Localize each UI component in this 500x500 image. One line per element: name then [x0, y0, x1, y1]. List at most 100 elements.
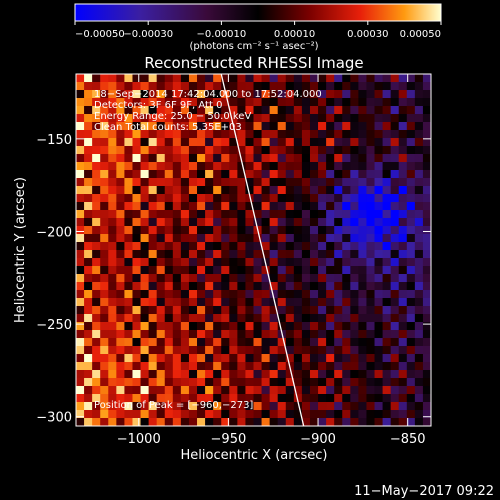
heatmap-cell: [398, 90, 408, 99]
heatmap-cell: [172, 138, 182, 147]
heatmap-cell: [172, 266, 182, 275]
heatmap-cell: [180, 210, 190, 219]
heatmap-cell: [374, 250, 384, 259]
heatmap-cell: [188, 378, 198, 387]
heatmap-cell: [84, 138, 93, 147]
heatmap-cell: [197, 250, 206, 259]
heatmap-cell: [261, 178, 271, 187]
heatmap-cell: [366, 282, 376, 291]
heatmap-cell: [342, 410, 351, 419]
heatmap-cell: [350, 82, 359, 91]
heatmap-cell: [334, 210, 343, 219]
heatmap-cell: [245, 98, 254, 107]
heatmap-cell: [390, 338, 400, 347]
heatmap-cell: [342, 210, 351, 219]
heatmap-cell: [422, 298, 431, 307]
heatmap-cell: [76, 338, 85, 347]
heatmap-cell: [116, 130, 125, 139]
heatmap-cell: [358, 154, 367, 163]
heatmap-cell: [334, 82, 343, 91]
heatmap-cell: [84, 306, 93, 315]
heatmap-cell: [245, 122, 254, 131]
heatmap-cell: [350, 106, 359, 115]
heatmap-cell: [414, 98, 424, 107]
heatmap-cell: [414, 418, 424, 426]
heatmap-cell: [285, 122, 295, 131]
heatmap-cell: [197, 354, 206, 363]
heatmap-cell: [180, 378, 190, 387]
heatmap-cell: [398, 378, 408, 387]
heatmap-cell: [172, 130, 182, 139]
heatmap-cell: [116, 74, 125, 83]
heatmap-cell: [140, 170, 150, 179]
heatmap-cell: [108, 314, 117, 323]
heatmap-cell: [237, 290, 246, 299]
heatmap-cell: [326, 290, 335, 299]
heatmap-cell: [261, 354, 271, 363]
heatmap-cell: [108, 338, 117, 347]
heatmap-cell: [108, 146, 117, 155]
heatmap-cell: [221, 98, 230, 107]
heatmap-cell: [285, 162, 295, 171]
heatmap-cell: [326, 402, 335, 411]
heatmap-cell: [326, 394, 335, 403]
heatmap-cell: [358, 234, 367, 243]
heatmap-cell: [326, 266, 335, 275]
heatmap-cell: [342, 74, 351, 83]
heatmap-cell: [164, 154, 174, 163]
heatmap-cell: [406, 354, 416, 363]
heatmap-cell: [188, 162, 198, 171]
heatmap-cell: [285, 170, 295, 179]
heatmap-cell: [374, 394, 384, 403]
heatmap-cell: [318, 314, 327, 323]
heatmap-cell: [422, 202, 431, 211]
heatmap-cell: [237, 98, 246, 107]
heatmap-cell: [84, 386, 93, 395]
heatmap-cell: [164, 314, 174, 323]
heatmap-cell: [100, 298, 109, 307]
heatmap-cell: [140, 394, 150, 403]
heatmap-cell: [108, 154, 117, 163]
heatmap-cell: [205, 362, 214, 371]
heatmap-cell: [140, 298, 150, 307]
heatmap-cell: [269, 410, 279, 419]
heatmap-cell: [245, 418, 254, 426]
heatmap-cell: [277, 290, 287, 299]
heatmap-cell: [76, 226, 85, 235]
heatmap-cell: [229, 218, 238, 227]
heatmap-cell: [148, 322, 158, 331]
heatmap-cell: [309, 106, 319, 115]
heatmap-cell: [422, 314, 431, 323]
heatmap-cell: [382, 178, 392, 187]
heatmap-cell: [398, 370, 408, 379]
heatmap-cell: [132, 370, 142, 379]
heatmap-cell: [124, 82, 133, 91]
heatmap-cell: [309, 242, 319, 251]
heatmap-cell: [326, 186, 335, 195]
heatmap-cell: [293, 370, 303, 379]
heatmap-cell: [156, 306, 166, 315]
heatmap-cell: [156, 106, 166, 115]
heatmap-cell: [293, 394, 303, 403]
heatmap-cell: [358, 170, 367, 179]
x-tick-label: −900: [300, 432, 336, 447]
heatmap-cell: [140, 378, 150, 387]
heatmap-cell: [245, 138, 254, 147]
heatmap-cell: [237, 210, 246, 219]
heatmap-cell: [366, 202, 376, 211]
heatmap-cell: [221, 114, 230, 123]
heatmap-cell: [108, 330, 117, 339]
heatmap-cell: [108, 394, 117, 403]
heatmap-cell: [92, 82, 101, 91]
heatmap-cell: [342, 82, 351, 91]
heatmap-cell: [221, 338, 230, 347]
heatmap-cell: [180, 170, 190, 179]
heatmap-cell: [390, 162, 400, 171]
heatmap-cell: [100, 162, 109, 171]
heatmap-cell: [398, 346, 408, 355]
heatmap-cell: [374, 146, 384, 155]
heatmap-cell: [237, 250, 246, 259]
heatmap-cell: [374, 210, 384, 219]
heatmap-cell: [342, 114, 351, 123]
heatmap-cell: [406, 410, 416, 419]
